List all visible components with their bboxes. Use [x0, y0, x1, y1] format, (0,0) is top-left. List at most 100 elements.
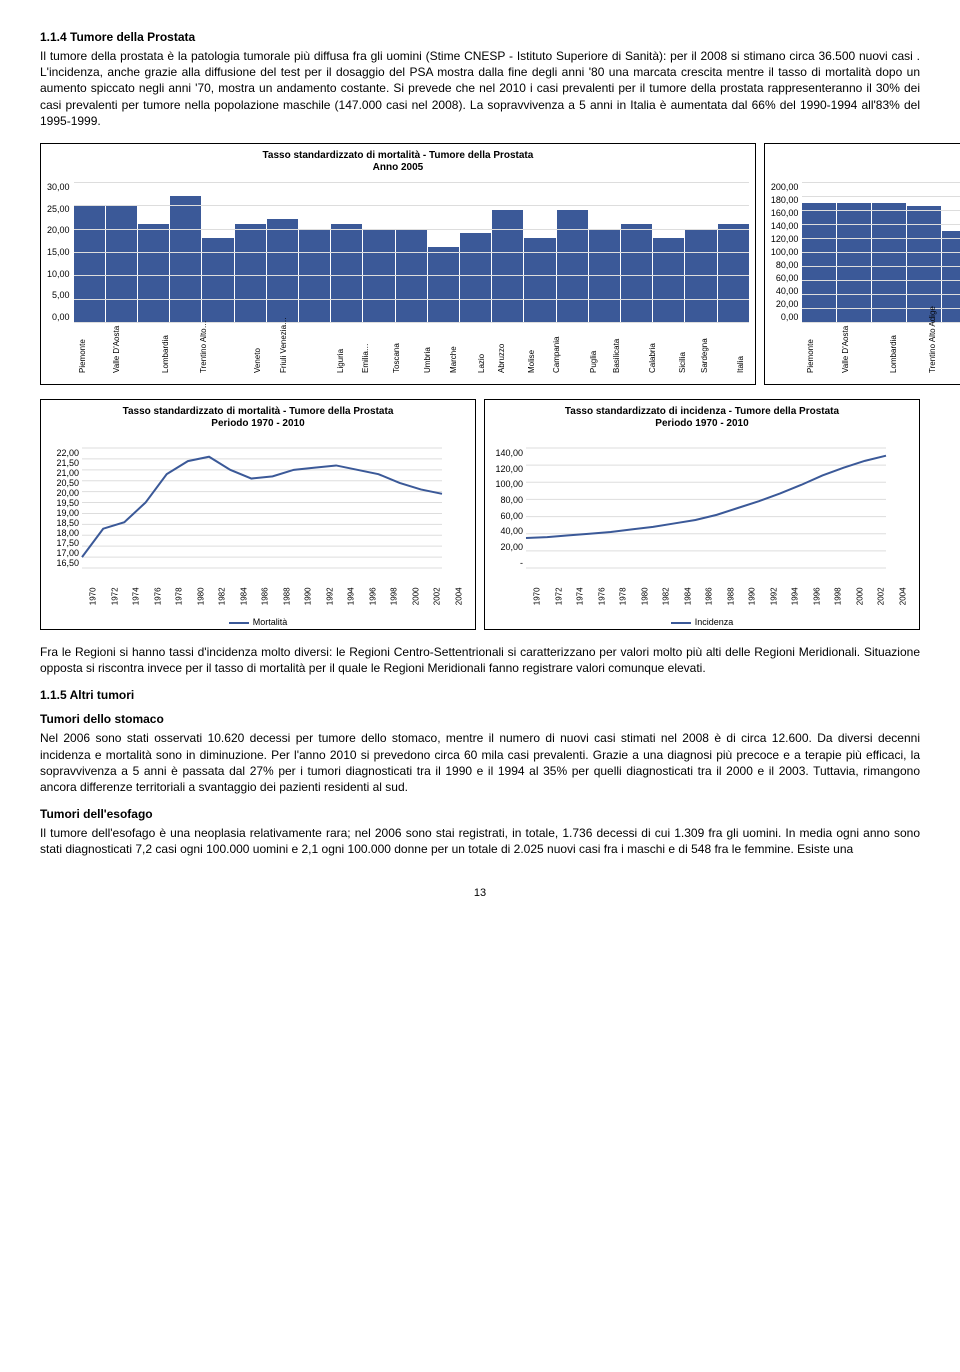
- x-label: 1990: [747, 584, 756, 606]
- x-label: Piemonte: [78, 339, 87, 373]
- bar: [428, 247, 459, 322]
- x-labels: PiemonteValle D'AostaLombardiaTrentino A…: [802, 323, 960, 332]
- x-label: 1982: [217, 584, 226, 606]
- section-heading: 1.1.4 Tumore della Prostata: [40, 30, 920, 44]
- x-label: 1988: [282, 584, 291, 606]
- y-axis: 22,0021,5021,0020,5020,0019,5019,0018,50…: [49, 448, 79, 568]
- x-label: 2000: [855, 584, 864, 606]
- x-label: Sardegna: [700, 338, 709, 373]
- chart-title: Tasso standardizzato di mortalità - Tumo…: [47, 406, 469, 430]
- x-label: 2002: [876, 584, 885, 606]
- section-text: Il tumore della prostata è la patologia …: [40, 48, 920, 129]
- x-label: 1994: [346, 584, 355, 606]
- x-label: Toscana: [392, 343, 401, 373]
- x-labels: 1970197219741976197819801982198419861988…: [491, 578, 913, 599]
- bar: [138, 224, 169, 322]
- chart-row-lines: Tasso standardizzato di mortalità - Tumo…: [40, 399, 920, 630]
- bar: [235, 224, 266, 322]
- x-label: 1978: [174, 584, 183, 606]
- chart-incidence-2005: Tasso standardizzato di Incidenza - Tumo…: [764, 143, 960, 385]
- x-label: 1980: [640, 584, 649, 606]
- line-plot: [491, 438, 891, 578]
- x-label: 1984: [239, 584, 248, 606]
- x-label: 1998: [389, 584, 398, 606]
- x-label: 1988: [726, 584, 735, 606]
- x-label: 1978: [618, 584, 627, 606]
- chart-row-bars: Tasso standardizzato di mortalità - Tumo…: [40, 143, 920, 385]
- x-label: Puglia: [589, 351, 598, 373]
- x-labels: PiemonteValle D'AostaLombardiaTrentino A…: [74, 323, 749, 332]
- x-label: Piemonte: [806, 339, 815, 373]
- x-label: 1976: [153, 584, 162, 606]
- x-label: Trentino Alto…: [199, 320, 208, 373]
- chart-title: Tasso standardizzato di incidenza - Tumo…: [491, 406, 913, 430]
- bar: [718, 224, 749, 322]
- x-label: Lombardia: [161, 335, 170, 373]
- bar: [872, 203, 906, 322]
- x-label: Italia: [736, 356, 745, 373]
- bar: [106, 205, 137, 322]
- x-label: 2004: [898, 584, 907, 606]
- y-axis: 140,00120,00100,0080,0060,0040,0020,00-: [493, 448, 523, 568]
- bars-area: [802, 182, 960, 323]
- x-label: Molise: [527, 350, 536, 373]
- bar: [621, 224, 652, 322]
- x-label: 2004: [454, 584, 463, 606]
- bar: [331, 224, 362, 322]
- line-plot: [47, 438, 447, 578]
- regions-paragraph: Fra le Regioni si hanno tassi d'incidenz…: [40, 644, 920, 676]
- subsection-heading: Tumori dell'esofago: [40, 807, 920, 821]
- bar: [802, 203, 836, 322]
- x-label: Emilia…: [361, 343, 370, 373]
- legend: Incidenza: [491, 617, 913, 627]
- x-label: 1974: [575, 584, 584, 606]
- bar: [74, 205, 105, 322]
- x-label: Lombardia: [889, 335, 898, 373]
- x-label: 1996: [812, 584, 821, 606]
- bar: [460, 233, 491, 322]
- section-heading: 1.1.5 Altri tumori: [40, 688, 920, 702]
- chart-mortality-trend: Tasso standardizzato di mortalità - Tumo…: [40, 399, 476, 630]
- x-label: 1974: [131, 584, 140, 606]
- x-label: Liguria: [336, 349, 345, 373]
- x-label: 2000: [411, 584, 420, 606]
- x-label: 1980: [196, 584, 205, 606]
- stomach-text: Nel 2006 sono stati osservati 10.620 dec…: [40, 730, 920, 795]
- bar: [524, 238, 555, 322]
- x-label: 1970: [88, 584, 97, 606]
- x-label: Calabria: [648, 343, 657, 373]
- x-label: 1998: [833, 584, 842, 606]
- legend: Mortalità: [47, 617, 469, 627]
- subsection-heading: Tumori dello stomaco: [40, 712, 920, 726]
- x-label: 1992: [769, 584, 778, 606]
- x-label: Friuli Venezia…: [279, 317, 288, 373]
- esofago-text: Il tumore dell'esofago è una neoplasia r…: [40, 825, 920, 857]
- bar: [653, 238, 684, 322]
- bar: [170, 196, 201, 322]
- chart-title: Tasso standardizzato di mortalità - Tumo…: [47, 150, 749, 174]
- chart-mortality-2005: Tasso standardizzato di mortalità - Tumo…: [40, 143, 756, 385]
- bar: [202, 238, 233, 322]
- x-label: 1990: [303, 584, 312, 606]
- x-label: 1970: [532, 584, 541, 606]
- x-label: 1972: [110, 584, 119, 606]
- bar: [557, 210, 588, 322]
- bars-area: [74, 182, 749, 323]
- chart-incidence-trend: Tasso standardizzato di incidenza - Tumo…: [484, 399, 920, 630]
- x-label: Valle D'Aosta: [841, 326, 850, 373]
- x-label: 1984: [683, 584, 692, 606]
- x-labels: 1970197219741976197819801982198419861988…: [47, 578, 469, 599]
- page-number: 13: [40, 887, 920, 899]
- x-label: 1972: [554, 584, 563, 606]
- x-label: Sicilia: [678, 352, 687, 373]
- x-label: Basilicata: [612, 339, 621, 373]
- x-label: 1996: [368, 584, 377, 606]
- x-label: Marche: [449, 346, 458, 373]
- x-label: Lazio: [477, 354, 486, 373]
- x-label: 1986: [704, 584, 713, 606]
- bar: [492, 210, 523, 322]
- y-axis: 30,0025,0020,0015,0010,005,000,00: [47, 182, 74, 322]
- y-axis: 200,00180,00160,00140,00120,00100,0080,0…: [771, 182, 803, 322]
- x-label: 1986: [260, 584, 269, 606]
- x-label: 1992: [325, 584, 334, 606]
